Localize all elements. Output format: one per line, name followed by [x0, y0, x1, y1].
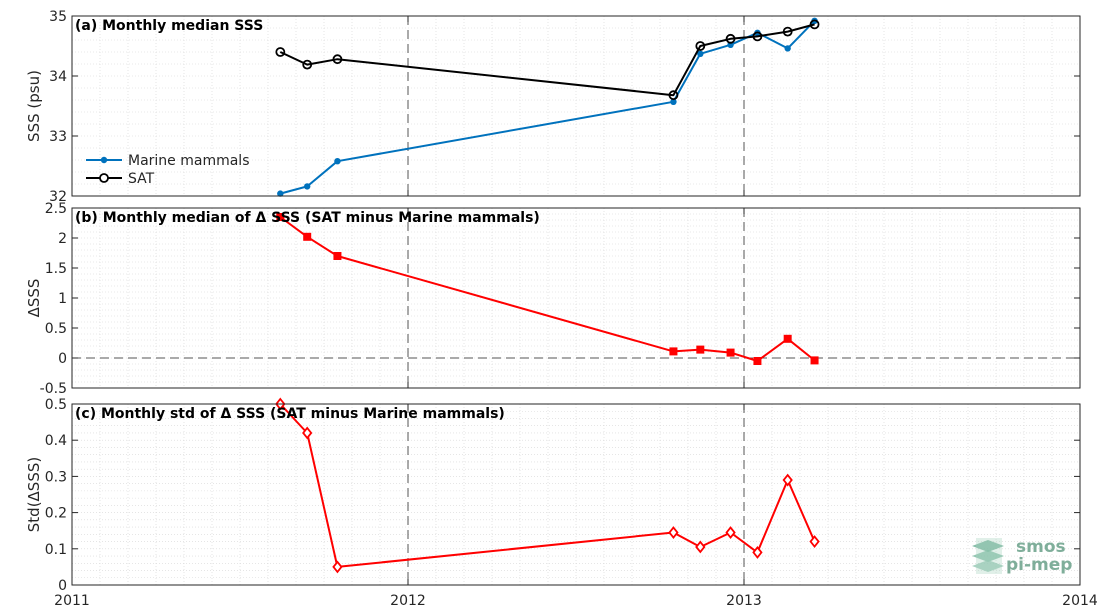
- data-point: [668, 90, 679, 101]
- panel-title: (b) Monthly median of Δ SSS (SAT minus M…: [75, 210, 540, 226]
- y-tick-label: 0.5: [45, 321, 67, 337]
- panel-title: (a) Monthly median SSS: [75, 18, 263, 34]
- panel-2: -0.5 0 0.5 1 1.5 2 2.5 ΔSSS (b) Monthly median o…: [25, 201, 1081, 397]
- data-point: [277, 190, 284, 197]
- x-tick-label: 2012: [390, 593, 426, 609]
- data-point: [695, 540, 706, 554]
- y-tick-label: 2.5: [45, 201, 67, 217]
- data-point: [782, 473, 793, 487]
- data-point: [332, 560, 343, 574]
- legend: Marine mammals SAT: [86, 153, 250, 187]
- y-tick-label: -0.5: [40, 381, 67, 397]
- axes-frame: [71, 15, 1081, 197]
- data-point: [752, 545, 763, 559]
- data-point: [332, 54, 343, 65]
- legend-marker: [100, 156, 108, 164]
- data-point: [753, 357, 762, 365]
- data-point: [669, 347, 678, 356]
- y-tick-label: 0.2: [45, 506, 67, 522]
- data-point: [303, 232, 312, 241]
- data-point: [783, 334, 792, 343]
- series-delta-3: [275, 397, 820, 574]
- data-point: [696, 345, 705, 354]
- y-tick-label: 32: [49, 189, 67, 205]
- data-point: [809, 535, 820, 549]
- data-point: [726, 348, 735, 357]
- series-delta-2: [276, 213, 819, 365]
- data-point: [276, 213, 285, 221]
- grid-lines: [72, 16, 1080, 196]
- y-axis-label: Std(ΔSSS): [25, 457, 43, 532]
- legend-marker: [99, 173, 109, 183]
- data-point: [302, 59, 313, 70]
- x-tick-label: 2014: [1062, 593, 1098, 609]
- legend-label: SAT: [128, 171, 155, 187]
- data-point: [304, 183, 311, 190]
- logo-text-pimep: pi-mep: [1006, 555, 1072, 575]
- y-tick-label: 0.4: [45, 433, 67, 449]
- series-line: [279, 23, 815, 97]
- y-tick-label: 0: [58, 351, 67, 367]
- y-tick-label: 1.5: [45, 261, 67, 277]
- y-tick-label: 33: [49, 129, 67, 145]
- y-tick-label: 0.3: [45, 469, 67, 485]
- data-point: [782, 26, 793, 37]
- logo-icon: [972, 538, 1004, 574]
- data-point: [810, 356, 819, 365]
- logo-text-smos: smos: [1016, 537, 1066, 557]
- y-axis-label: ΔSSS: [25, 279, 43, 318]
- y-tick-label: 1: [58, 291, 67, 307]
- data-point: [752, 31, 763, 42]
- panel-1: 32 33 34 35 SSS (psu) (a) Monthly median SSS M…: [25, 9, 1081, 205]
- chart-panels: 32 33 34 35 SSS (psu) (a) Monthly median SSS M…: [25, 9, 1098, 609]
- x-tick-label: 2013: [726, 593, 762, 609]
- data-point: [275, 47, 286, 57]
- y-tick-label: 34: [49, 69, 67, 85]
- data-point: [784, 45, 791, 52]
- panel-3: 0 0.1 0.2 0.3 0.4 0.5 2011 2012 2013 2014 Std(ΔSSS…: [25, 397, 1098, 609]
- legend-label: Marine mammals: [128, 153, 250, 169]
- data-point: [333, 252, 342, 260]
- data-point: [809, 19, 820, 30]
- data-point: [670, 98, 677, 106]
- y-tick-label: 2: [58, 231, 67, 247]
- data-point: [334, 158, 341, 165]
- data-point: [695, 41, 706, 51]
- y-tick-label: 0.5: [45, 397, 67, 413]
- grid-lines: [72, 404, 1080, 585]
- data-point: [725, 526, 736, 539]
- y-tick-label: 35: [49, 9, 67, 25]
- data-point: [668, 526, 679, 539]
- data-point: [302, 426, 313, 440]
- y-axis-label: SSS (psu): [25, 70, 43, 142]
- axes-frame: [71, 403, 1081, 586]
- panel-title: (c) Monthly std of Δ SSS (SAT minus Mari…: [75, 406, 505, 422]
- y-tick-label: 0.1: [45, 542, 67, 558]
- smos-pimep-logo: smos pi-mep: [972, 537, 1072, 575]
- x-tick-label: 2011: [54, 593, 90, 609]
- data-point: [725, 33, 736, 44]
- data-point: [697, 50, 704, 57]
- y-tick-label: 0: [58, 578, 67, 594]
- series-sat: [275, 19, 820, 101]
